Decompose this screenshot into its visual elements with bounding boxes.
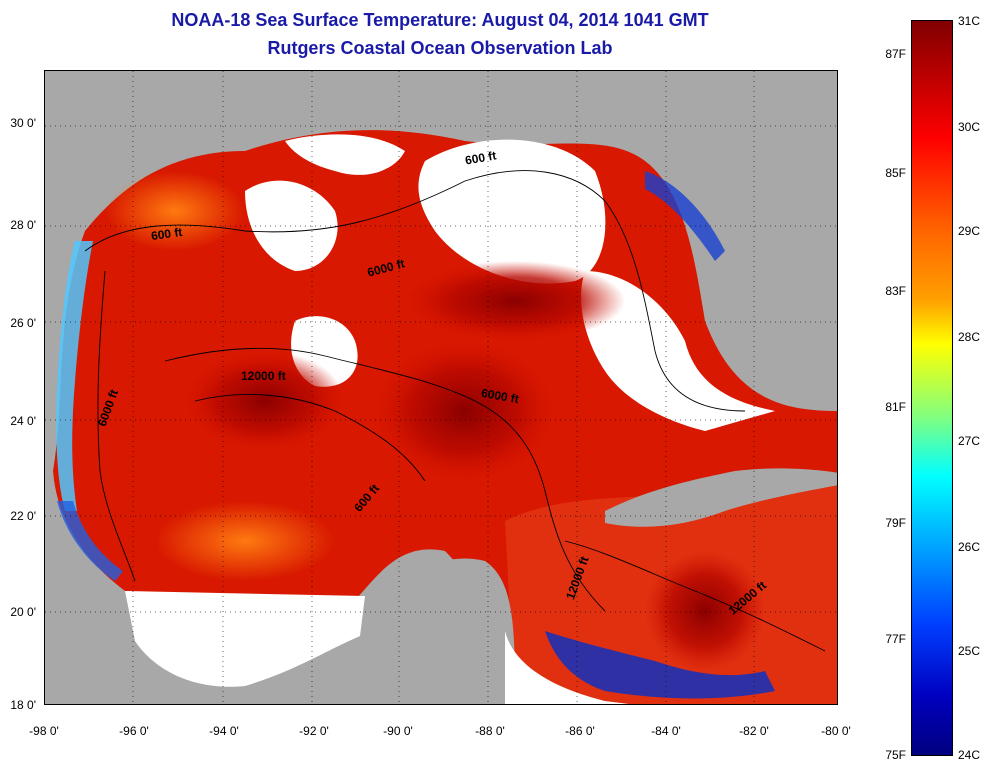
lon-label-90: -90 0' [383, 724, 413, 738]
colorbar-label-28c: 28C [958, 330, 981, 344]
colorbar-label-31c: 31C [958, 14, 981, 28]
lon-label-86: -86 0' [565, 724, 595, 738]
colorbar-label-83f: 83F [885, 284, 906, 298]
hot-band [405, 261, 625, 341]
cool-cuba-patch [545, 631, 775, 699]
lat-label-22: 22 0' [10, 509, 36, 523]
colorbar-label-29c: 29C [958, 224, 981, 238]
lat-label-26: 26 0' [10, 316, 36, 330]
map-subtitle: Rutgers Coastal Ocean Observation Lab [267, 38, 613, 58]
colorbar-label-75f: 75F [885, 748, 906, 762]
colorbar-label-77f: 77F [885, 632, 906, 646]
mexico-land [45, 281, 165, 704]
colorbar-label-85f: 85F [885, 166, 906, 180]
colorbar-label-26c: 26C [958, 540, 981, 554]
colorbar-label-30c: 30C [958, 120, 981, 134]
lat-label-28: 28 0' [10, 218, 36, 232]
us-coast-land [45, 71, 837, 281]
orange-north [105, 171, 245, 251]
map-title: NOAA-18 Sea Surface Temperature: August … [171, 10, 709, 30]
florida-land [605, 111, 837, 410]
lat-label-30: 30 0' [10, 116, 36, 130]
hot-west [185, 351, 345, 451]
colorbar-label-87f: 87F [885, 47, 906, 61]
cloud-north [245, 180, 338, 271]
lon-label-98: -98 0' [29, 724, 59, 738]
cloud-east-shelf [581, 271, 775, 431]
yucatan-land [375, 558, 515, 704]
cool-texas-coast [56, 241, 93, 511]
colorbar-label-81f: 81F [885, 400, 906, 414]
lat-label-18: 18 0' [10, 698, 36, 712]
contour-label-12000ft-west: 12000 ft [241, 369, 286, 383]
lat-label-24: 24 0' [10, 414, 36, 428]
cloud-northeast [418, 139, 606, 284]
graticule [45, 71, 837, 704]
colorbar-label-27c: 27C [958, 434, 981, 448]
hot-core [375, 341, 555, 481]
colorbar-label-79f: 79F [885, 516, 906, 530]
lon-label-84: -84 0' [651, 724, 681, 738]
temperature-colorbar [911, 20, 953, 756]
orange-south [155, 501, 335, 581]
lon-label-88: -88 0' [475, 724, 505, 738]
cloud-west [285, 134, 405, 175]
cool-mexico-coast [57, 501, 123, 581]
lat-label-20: 20 0' [10, 605, 36, 619]
cool-ne-patch [645, 171, 725, 261]
cloud-bay-of-campeche [125, 591, 365, 687]
colorbar-label-24c: 24C [958, 748, 981, 762]
lon-label-80: -80 0' [821, 724, 851, 738]
bathymetry-contours [84, 170, 826, 652]
hot-caribbean [645, 551, 765, 671]
lon-label-94: -94 0' [209, 724, 239, 738]
colorbar-label-25c: 25C [958, 644, 981, 658]
lon-label-82: -82 0' [739, 724, 769, 738]
lon-label-96: -96 0' [119, 724, 149, 738]
lon-label-92: -92 0' [299, 724, 329, 738]
cuba-land [605, 468, 837, 527]
cloud-yucatan-shelf [505, 631, 629, 704]
sst-map: 600 ft 600 ft 6000 ft 12000 ft 6000 ft 6… [44, 70, 838, 705]
